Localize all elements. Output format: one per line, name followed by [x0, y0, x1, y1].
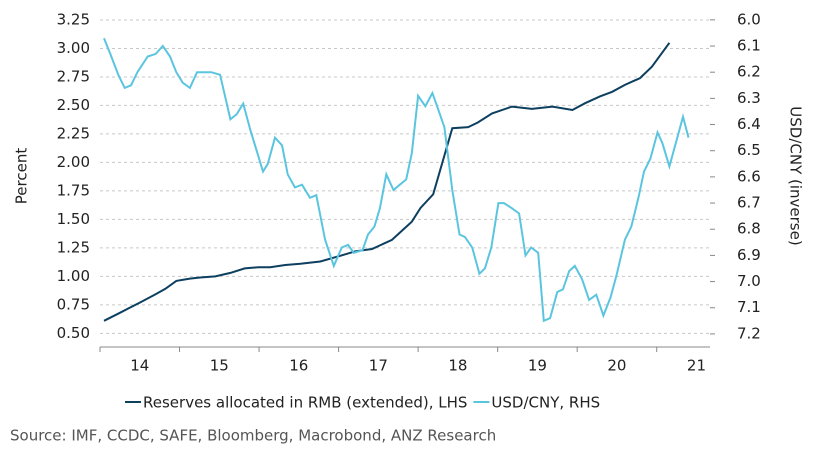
- y-tick-label: 2.25: [57, 124, 90, 142]
- y-tick-label: 3.25: [57, 10, 90, 28]
- y-tick-label: 0.75: [57, 295, 90, 313]
- y-tick-label: 3.00: [57, 39, 90, 57]
- series-line: [103, 37, 690, 323]
- y-tick-label: 0.50: [57, 324, 90, 342]
- y2-tick-label: 6.3: [737, 89, 761, 107]
- x-tick-label: 14: [130, 357, 149, 375]
- legend-label: USD/CNY, RHS: [491, 394, 600, 412]
- y-tick-label: 1.25: [57, 238, 90, 256]
- y-tick-label: 1.00: [57, 267, 90, 285]
- y2-axis-label: USD/CNY (inverse): [787, 106, 805, 245]
- x-tick-label: 20: [607, 357, 626, 375]
- y2-tick-label: 6.1: [737, 37, 761, 55]
- y2-tick-label: 6.0: [737, 10, 761, 28]
- y2-tick-label: 7.2: [737, 324, 761, 342]
- y2-tick-label: 6.6: [737, 167, 761, 185]
- y-tick-label: 2.75: [57, 67, 90, 85]
- source: Source: IMF, CCDC, SAFE, Bloomberg, Macr…: [10, 427, 496, 445]
- y-tick-label: 2.00: [57, 153, 90, 171]
- y2-tick-label: 7.0: [737, 272, 761, 290]
- y-tick-label: 1.75: [57, 181, 90, 199]
- legend-label: Reserves allocated in RMB (extended), LH…: [143, 394, 467, 412]
- y-tick-label: 2.50: [57, 96, 90, 114]
- y-tick-label: 1.50: [57, 210, 90, 228]
- y2-tick-label: 6.8: [737, 220, 761, 238]
- y2-tick-label: 6.4: [737, 115, 761, 133]
- x-tick-label: 15: [210, 357, 229, 375]
- y2-tick-label: 6.7: [737, 194, 761, 212]
- series-line: [103, 42, 671, 322]
- y2-tick-label: 7.1: [737, 298, 761, 316]
- x-tick-label: 18: [448, 357, 467, 375]
- x-tick-label: 19: [528, 357, 547, 375]
- y2-tick-label: 6.5: [737, 141, 761, 159]
- x-tick-label: 17: [369, 357, 388, 375]
- x-tick-label: 21: [687, 357, 706, 375]
- y2-tick-label: 6.2: [737, 63, 761, 81]
- y-axis-label: Percent: [13, 148, 31, 205]
- x-tick-label: 16: [289, 357, 308, 375]
- y2-tick-label: 6.9: [737, 246, 761, 264]
